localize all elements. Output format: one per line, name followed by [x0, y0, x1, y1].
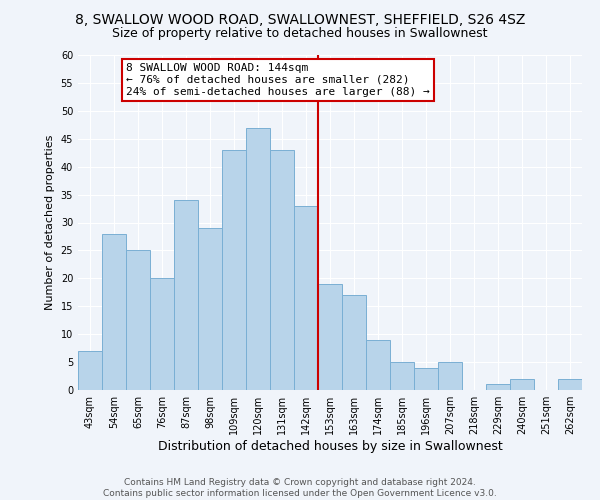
- Text: 8, SWALLOW WOOD ROAD, SWALLOWNEST, SHEFFIELD, S26 4SZ: 8, SWALLOW WOOD ROAD, SWALLOWNEST, SHEFF…: [75, 12, 525, 26]
- Bar: [558, 379, 582, 390]
- Text: Contains HM Land Registry data © Crown copyright and database right 2024.
Contai: Contains HM Land Registry data © Crown c…: [103, 478, 497, 498]
- Bar: [78, 351, 102, 390]
- Bar: [126, 250, 150, 390]
- Bar: [438, 362, 462, 390]
- Bar: [102, 234, 126, 390]
- Bar: [270, 150, 294, 390]
- Bar: [486, 384, 510, 390]
- Bar: [294, 206, 318, 390]
- Bar: [366, 340, 390, 390]
- Bar: [198, 228, 222, 390]
- Bar: [510, 379, 534, 390]
- Text: 8 SWALLOW WOOD ROAD: 144sqm
← 76% of detached houses are smaller (282)
24% of se: 8 SWALLOW WOOD ROAD: 144sqm ← 76% of det…: [126, 64, 430, 96]
- Bar: [390, 362, 414, 390]
- X-axis label: Distribution of detached houses by size in Swallownest: Distribution of detached houses by size …: [158, 440, 502, 453]
- Bar: [342, 295, 366, 390]
- Bar: [174, 200, 198, 390]
- Bar: [414, 368, 438, 390]
- Bar: [246, 128, 270, 390]
- Bar: [150, 278, 174, 390]
- Bar: [318, 284, 342, 390]
- Bar: [222, 150, 246, 390]
- Y-axis label: Number of detached properties: Number of detached properties: [45, 135, 55, 310]
- Text: Size of property relative to detached houses in Swallownest: Size of property relative to detached ho…: [112, 28, 488, 40]
